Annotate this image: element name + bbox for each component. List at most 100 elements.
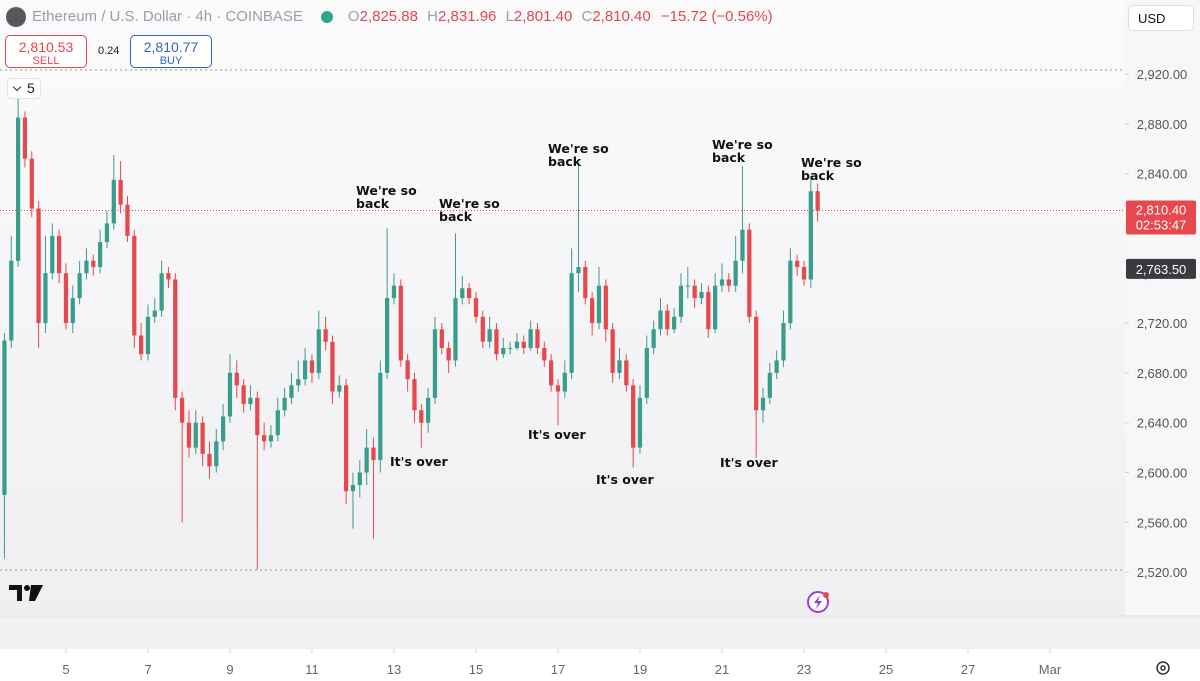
- candle-body: [774, 360, 779, 373]
- candle-body: [699, 291, 704, 299]
- ohlc-label: C: [581, 8, 593, 25]
- y-tick-label: 2,600.00: [1137, 466, 1188, 481]
- countdown: 02:53:47: [1136, 217, 1187, 232]
- candle-body: [665, 310, 670, 330]
- candle-body: [781, 323, 786, 361]
- x-tick-label: 25: [879, 662, 893, 677]
- candle-body: [692, 285, 697, 299]
- candle-body: [446, 347, 451, 361]
- candle-body: [501, 347, 506, 355]
- candle-body: [70, 298, 75, 324]
- annotation: It's over: [596, 472, 654, 487]
- candle-body: [56, 235, 62, 274]
- currency-select[interactable]: USD: [1128, 5, 1194, 31]
- x-tick-label: 23: [797, 662, 811, 677]
- candle-body: [562, 372, 567, 392]
- candle-body: [350, 484, 356, 492]
- y-tick-label: 2,720.00: [1137, 316, 1188, 331]
- candle-body: [262, 435, 267, 442]
- candle-body: [576, 267, 581, 274]
- buy-button[interactable]: 2,810.77 BUY: [130, 35, 212, 68]
- candle-body: [432, 329, 438, 398]
- candle-body: [186, 422, 192, 448]
- candle-body: [658, 310, 663, 330]
- candle-body: [631, 385, 636, 448]
- candle-body: [84, 260, 89, 274]
- annotation: We're so back: [356, 183, 417, 211]
- candle-body: [303, 360, 308, 380]
- candle-body: [747, 229, 752, 317]
- candle-body: [508, 347, 513, 349]
- candle-body: [15, 117, 21, 261]
- candle-body: [214, 441, 219, 467]
- settings-icon[interactable]: [1156, 661, 1170, 675]
- y-tick-label: 2,880.00: [1137, 117, 1188, 132]
- tv-logo: [9, 585, 43, 601]
- candle-body: [453, 298, 458, 361]
- candle-body: [637, 397, 643, 448]
- candle-body: [733, 260, 738, 286]
- price-marker-label: 2,763.50: [1136, 262, 1187, 277]
- candle-body: [719, 279, 725, 286]
- candle-body: [2, 340, 7, 495]
- candle-body: [590, 298, 595, 324]
- candle-body: [63, 273, 69, 324]
- spread: 0.24: [98, 45, 120, 57]
- change: −15.72 (−0.56%): [660, 8, 773, 25]
- candle-body: [644, 347, 649, 398]
- buy-label: BUY: [159, 55, 183, 67]
- sell-label: SELL: [32, 55, 60, 67]
- candle-body: [97, 242, 103, 268]
- price-axis-background: [1125, 0, 1200, 615]
- assistant-icon[interactable]: [807, 591, 829, 613]
- candle-body: [316, 329, 321, 373]
- candle-body: [227, 372, 233, 417]
- candle-body: [596, 285, 602, 324]
- candle-body: [234, 372, 239, 386]
- sell-button[interactable]: 2,810.53 SELL: [5, 35, 87, 68]
- candle-body: [344, 385, 349, 492]
- candle-body: [145, 316, 151, 355]
- ohlc-value: 2,831.96: [438, 8, 497, 25]
- candle-body: [364, 447, 369, 473]
- x-tick-label: 7: [144, 662, 151, 677]
- candle-body: [118, 179, 123, 205]
- y-tick-label: 2,520.00: [1137, 565, 1188, 580]
- market-status: [320, 10, 333, 23]
- x-tick-label: 5: [62, 662, 69, 677]
- plot-background: [0, 0, 1125, 615]
- candle-body: [275, 410, 280, 436]
- candle-body: [569, 273, 574, 373]
- candle-body: [43, 273, 48, 324]
- candle-body: [494, 329, 499, 355]
- ohlc-value: 2,825.88: [359, 8, 418, 25]
- indicators-toggle[interactable]: 5: [7, 78, 41, 99]
- candle-body: [207, 453, 212, 467]
- candle-body: [610, 329, 615, 373]
- candle-body: [138, 335, 144, 355]
- candle-body: [439, 329, 444, 348]
- last-price-label: 2,810.40: [1136, 202, 1187, 217]
- candle-body: [241, 385, 246, 405]
- candle-body: [405, 360, 410, 380]
- candle-body: [371, 447, 376, 461]
- y-tick-label: 2,920.00: [1137, 67, 1188, 82]
- candle-body: [760, 397, 766, 411]
- candle-body: [480, 316, 485, 342]
- price-marker-tag: [1126, 258, 1196, 279]
- candle-body: [473, 298, 479, 317]
- annotation: We're so back: [801, 155, 862, 183]
- x-tick-label: 17: [551, 662, 565, 677]
- candle-body: [309, 360, 315, 373]
- candle-body: [132, 235, 137, 336]
- candle-body: [398, 285, 403, 361]
- annotation: It's over: [390, 454, 448, 469]
- candle-body: [412, 379, 417, 411]
- x-tick-label: 9: [226, 662, 233, 677]
- x-tick-label: 27: [961, 662, 975, 677]
- candle-body: [166, 273, 171, 280]
- candle-body: [111, 179, 116, 224]
- buy-price: 2,810.77: [143, 39, 199, 55]
- candle-body: [200, 422, 205, 454]
